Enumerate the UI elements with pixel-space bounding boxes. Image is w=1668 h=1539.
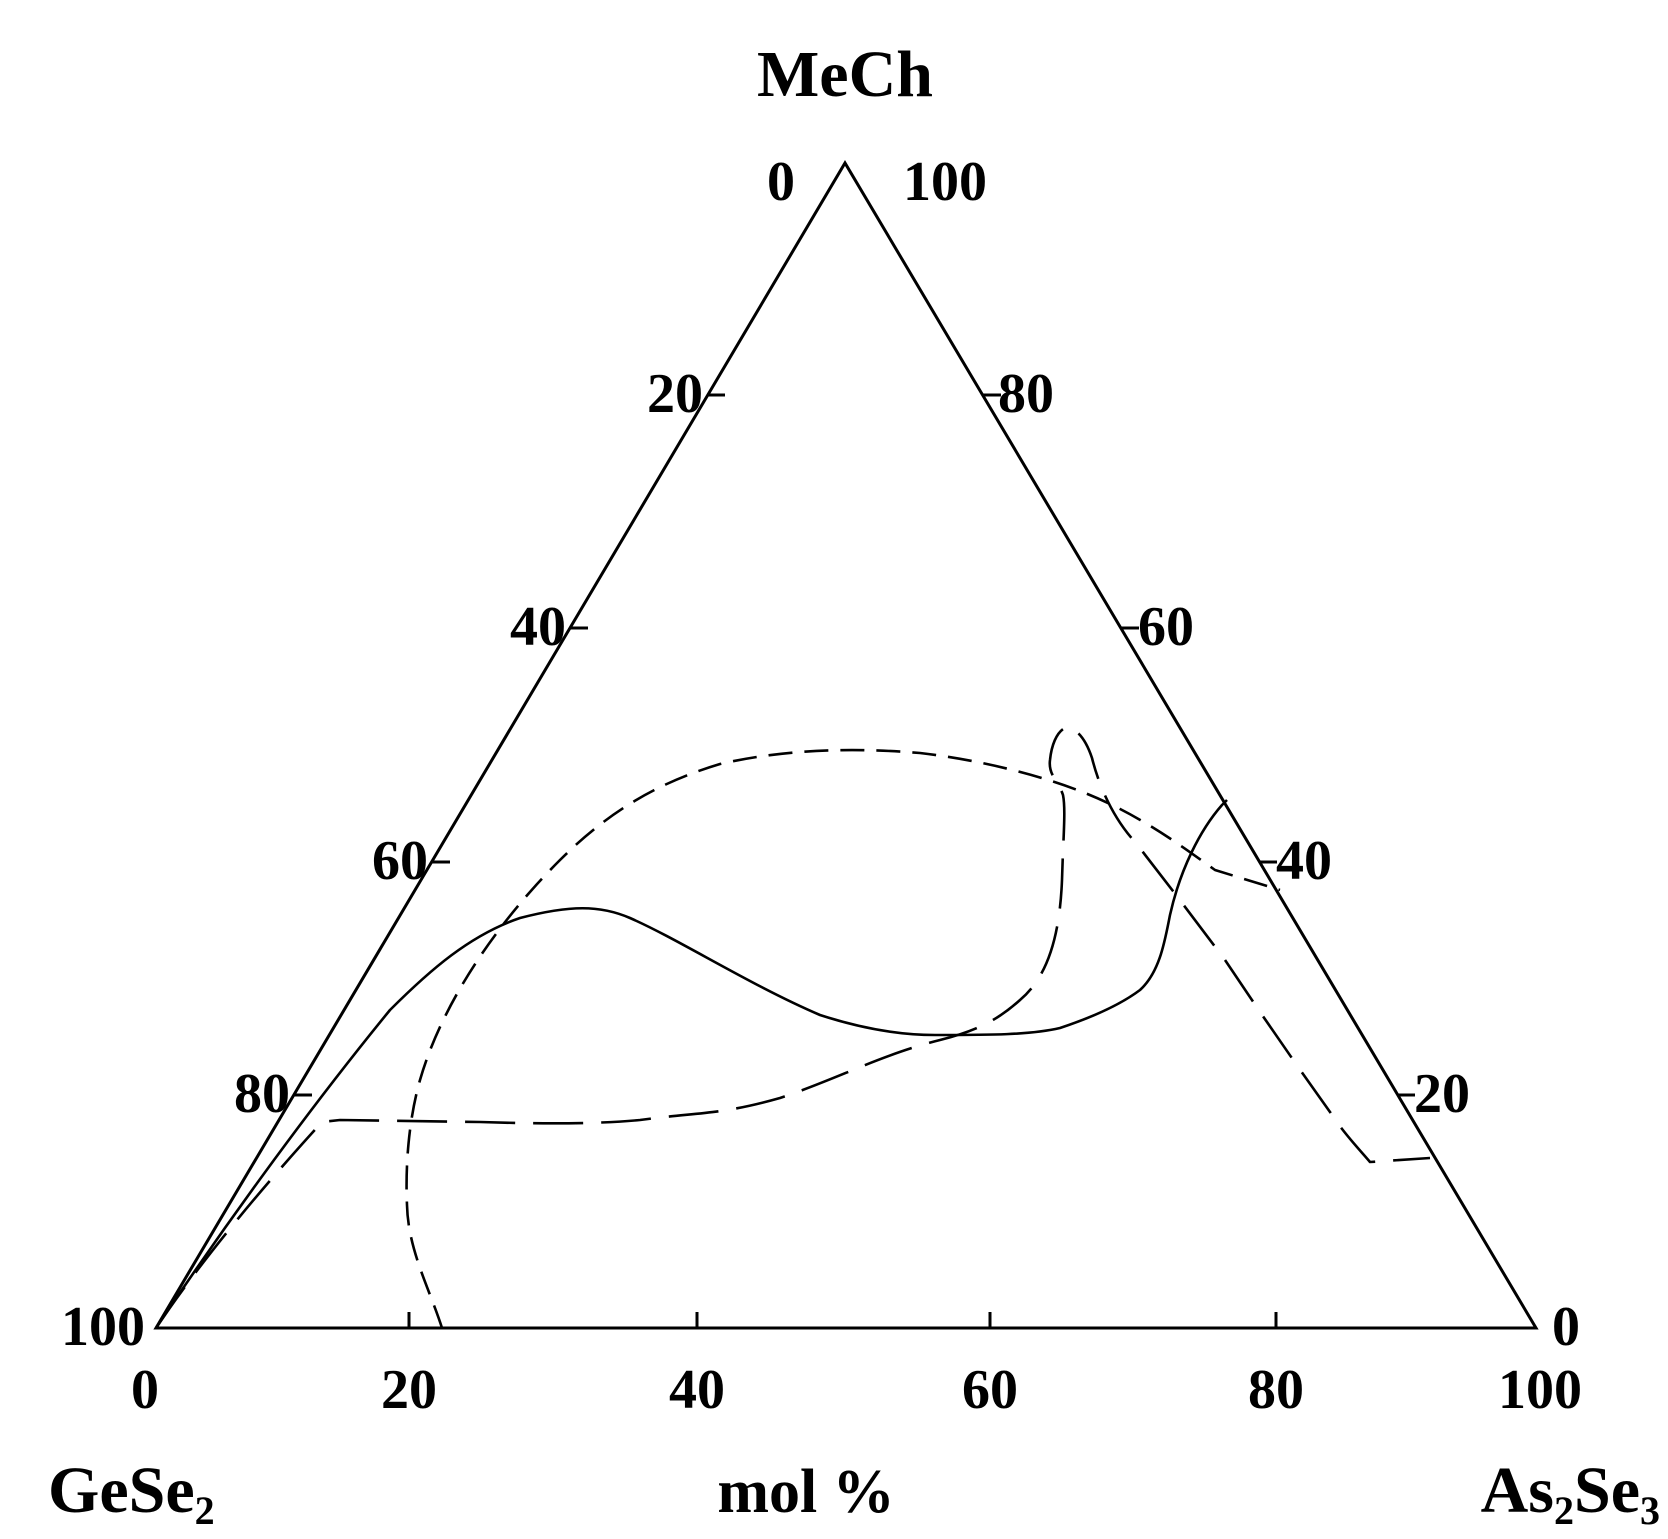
tick-label-right-0: 0 [1552,1296,1580,1358]
tick-label-bottom-40: 40 [669,1359,725,1421]
vertex-label-bottom-right-sub2: 3 [1640,1488,1660,1533]
tick-label-right-40: 40 [1276,830,1332,892]
tick-label-right-20: 20 [1414,1063,1470,1125]
tick-label-left-0: 0 [767,151,795,213]
tick-label-right-80: 80 [998,363,1054,425]
tick-label-left-80: 80 [234,1063,290,1125]
tick-label-right-60: 60 [1138,596,1194,658]
tick-label-bottom-80: 80 [1248,1359,1304,1421]
vertex-label-bottom-right-sub1: 2 [1554,1488,1574,1533]
vertex-label-top: MeCh [757,38,933,111]
curve-solid [154,799,1228,1329]
curve-short-dash [405,748,1281,1329]
tick-label-bottom-20: 20 [381,1359,437,1421]
vertex-label-bottom-right-main2: Se [1574,1454,1640,1527]
tick-label-left-20: 20 [647,363,703,425]
tick-label-left-60: 60 [372,830,428,892]
vertex-label-bottom-left: GeSe2 [48,1454,215,1533]
vertex-label-bottom-right: As2Se3 [1481,1454,1660,1533]
tick-label-bottom-60: 60 [962,1359,1018,1421]
tick-label-left-40: 40 [510,596,566,658]
tick-marks [294,393,1415,1328]
vertex-label-bottom-right-main1: As [1481,1454,1554,1527]
tick-label-left-100: 100 [61,1296,145,1358]
axis-title: mol % [717,1458,894,1526]
curve-long-dash [154,725,1431,1329]
tick-label-right-100: 100 [903,151,987,213]
tick-label-bottom-0: 0 [131,1359,159,1421]
vertex-label-bottom-left-main: GeSe [48,1454,195,1527]
vertex-label-bottom-left-sub: 2 [195,1488,215,1533]
ternary-frame [153,160,1539,1330]
tick-label-bottom-100: 100 [1498,1359,1582,1421]
